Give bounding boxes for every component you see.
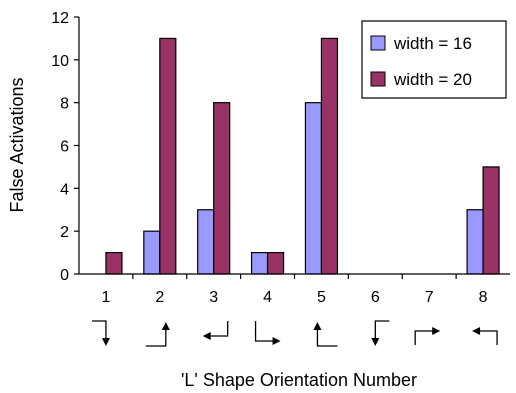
y-tick-label: 12: [51, 10, 69, 27]
x-tick-label: 3: [209, 289, 218, 306]
bar-width-20-3: [213, 102, 231, 275]
L-shape-orientation-6-icon: [371, 320, 390, 346]
L-shape-orientation-5-icon: [313, 322, 338, 347]
bar-width-16-2: [143, 230, 161, 275]
legend-swatch-width-20: [370, 71, 386, 87]
y-axis-title: False Activations: [7, 77, 27, 212]
y-tick-label: 10: [51, 53, 69, 70]
legend-swatch-width-16: [370, 35, 386, 51]
L-shape-orientation-8-icon: [472, 327, 498, 345]
L-shape-orientation-7-icon: [414, 327, 441, 345]
bar-width-20-4: [266, 251, 285, 275]
bar-width-20-5: [320, 37, 339, 275]
orientation-glyphs: [91, 320, 498, 347]
legend: width = 16 width = 20: [361, 20, 507, 99]
x-tick-label: 1: [101, 289, 110, 306]
bar-width-16-8: [466, 209, 484, 275]
x-axis-title: 'L' Shape Orientation Number: [181, 370, 417, 390]
legend-box: [361, 20, 507, 99]
L-shape-orientation-4-icon: [254, 321, 281, 345]
L-shape-orientation-2-icon: [145, 322, 170, 347]
y-tick-label: 6: [60, 139, 69, 156]
x-tick-label: 4: [263, 289, 272, 306]
y-tick-label: 0: [60, 267, 69, 284]
y-axis-ticks: 0 2 4 6 8 10 12: [51, 10, 69, 284]
bar-width-16-3: [197, 209, 215, 275]
x-tick-label: 6: [371, 289, 380, 306]
L-shape-orientation-3-icon: [202, 321, 229, 340]
y-tick-label: 8: [60, 96, 69, 113]
x-axis-ticks: 1 2 3 4 5 6 7 8: [101, 289, 487, 306]
y-tick-label: 4: [60, 181, 69, 198]
bars: [105, 37, 500, 275]
L-shape-orientation-1-icon: [91, 320, 110, 346]
x-tick-label: 5: [317, 289, 326, 306]
bar-width-20-1: [105, 251, 123, 275]
bar-width-16-5: [304, 102, 323, 275]
x-tick-label: 7: [425, 289, 434, 306]
bar-width-20-8: [482, 166, 500, 275]
x-tick-label: 2: [155, 289, 164, 306]
bar-width-20-2: [159, 37, 177, 275]
x-tick-label: 8: [479, 289, 488, 306]
y-tick-label: 2: [60, 224, 69, 241]
legend-label-width-16: width = 16: [393, 34, 472, 53]
bar-width-16-4: [250, 251, 269, 275]
legend-label-width-20: width = 20: [393, 70, 472, 89]
axes: [74, 16, 510, 279]
